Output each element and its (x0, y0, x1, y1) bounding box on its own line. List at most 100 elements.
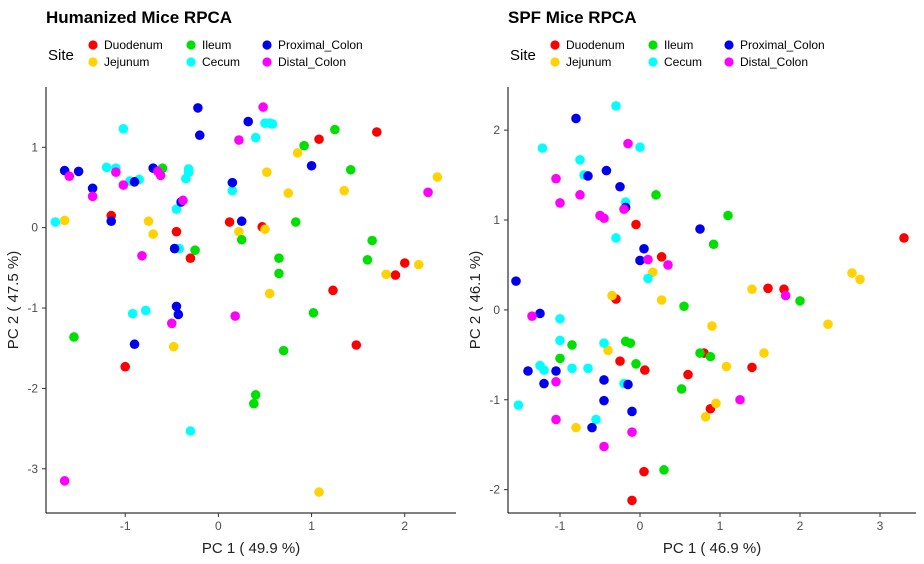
data-point (683, 369, 693, 380)
data-point (723, 210, 733, 221)
data-point (171, 301, 182, 312)
data-point (234, 135, 244, 145)
data-point (651, 190, 661, 200)
data-point (234, 226, 244, 237)
y-tick-label: 0 (493, 303, 500, 317)
data-point (299, 140, 309, 151)
data-point (193, 103, 203, 113)
data-point (627, 406, 637, 417)
data-point (537, 143, 548, 153)
legend: Site Duodenum Jejunum Ileum Cecum Proximal_Co… (48, 38, 363, 69)
data-point (129, 339, 140, 350)
data-point (274, 268, 284, 279)
legend-label-ileum: Ileum (664, 38, 693, 52)
data-point (314, 134, 324, 145)
data-point (59, 476, 70, 486)
data-point (695, 348, 705, 358)
data-point (639, 243, 649, 254)
series-cecum (513, 101, 653, 425)
data-point (511, 276, 521, 286)
data-point (575, 190, 585, 200)
data-point (599, 441, 609, 452)
legend-label-ileum: Ileum (202, 38, 231, 52)
data-point (620, 336, 631, 347)
data-point (523, 366, 533, 376)
y-axis-label: PC 2 ( 46.1 %) (467, 251, 484, 349)
data-point (599, 213, 609, 224)
data-point (601, 165, 612, 176)
data-point (127, 308, 138, 319)
data-point (59, 215, 70, 226)
legend-label-cecum: Cecum (202, 55, 240, 69)
data-point (248, 398, 259, 409)
data-point (721, 361, 732, 372)
data-point (583, 171, 593, 181)
legend: Site Duodenum Jejunum Ileum Cecum Proximal_Co… (510, 38, 825, 69)
x-tick-label: 3 (877, 519, 884, 533)
data-point (587, 422, 597, 433)
legend-label-jejunum: Jejunum (104, 55, 149, 69)
legend-key-jejunum (88, 57, 98, 67)
data-point (555, 353, 565, 364)
legend-key-distal-colon (724, 57, 734, 67)
y-tick-label: -1 (489, 393, 500, 407)
data-point (707, 321, 717, 331)
data-point (171, 226, 182, 237)
series-proximal-colon (59, 103, 317, 350)
data-point (705, 351, 716, 362)
data-point (264, 288, 275, 299)
data-point (173, 309, 184, 320)
data-point (527, 311, 537, 321)
data-point (178, 195, 188, 206)
legend-key-duodenum (550, 40, 560, 50)
data-point (676, 384, 687, 394)
data-point (227, 177, 238, 188)
data-point (423, 187, 433, 198)
chart-panel-2: SPF Mice RPCA Site Duodenum Jejunum Ileum Cec… (467, 8, 916, 557)
data-point (539, 378, 549, 389)
x-tick-label: -1 (120, 519, 131, 533)
data-point (260, 224, 270, 235)
data-point (635, 255, 645, 266)
data-point (236, 216, 247, 227)
data-point (855, 274, 865, 285)
data-point (50, 217, 61, 227)
data-point (155, 170, 166, 181)
data-point (615, 356, 625, 366)
data-point (567, 363, 577, 374)
data-point (129, 177, 140, 187)
data-point (599, 375, 609, 385)
data-point (583, 363, 593, 374)
data-point (140, 305, 151, 316)
legend-key-distal-colon (262, 57, 272, 67)
legend-key-cecum (648, 57, 658, 67)
x-tick-label: 2 (401, 519, 408, 533)
legend-label-proximal-colon: Proximal_Colon (278, 38, 363, 52)
series-jejunum (571, 267, 865, 433)
y-tick-label: -1 (27, 301, 38, 315)
data-point (551, 376, 561, 387)
data-point (679, 301, 689, 312)
data-point (137, 250, 147, 261)
data-point (243, 116, 254, 127)
legend-title: Site (510, 47, 536, 64)
data-point (190, 245, 200, 255)
data-point (555, 335, 565, 346)
data-point (599, 338, 609, 348)
series-proximal-colon (511, 113, 705, 433)
series-duodenum (611, 219, 909, 506)
series-ileum (555, 190, 805, 475)
data-point (539, 365, 549, 375)
data-point (262, 167, 272, 177)
data-point (603, 345, 613, 356)
data-point (615, 181, 625, 192)
data-point (171, 204, 182, 214)
legend-key-ileum (648, 40, 658, 50)
data-point (185, 426, 196, 436)
data-point (267, 119, 278, 129)
data-point (659, 465, 669, 475)
data-point (308, 308, 319, 318)
legend-label-distal-colon: Distal_Colon (278, 55, 346, 69)
data-point (535, 308, 545, 319)
